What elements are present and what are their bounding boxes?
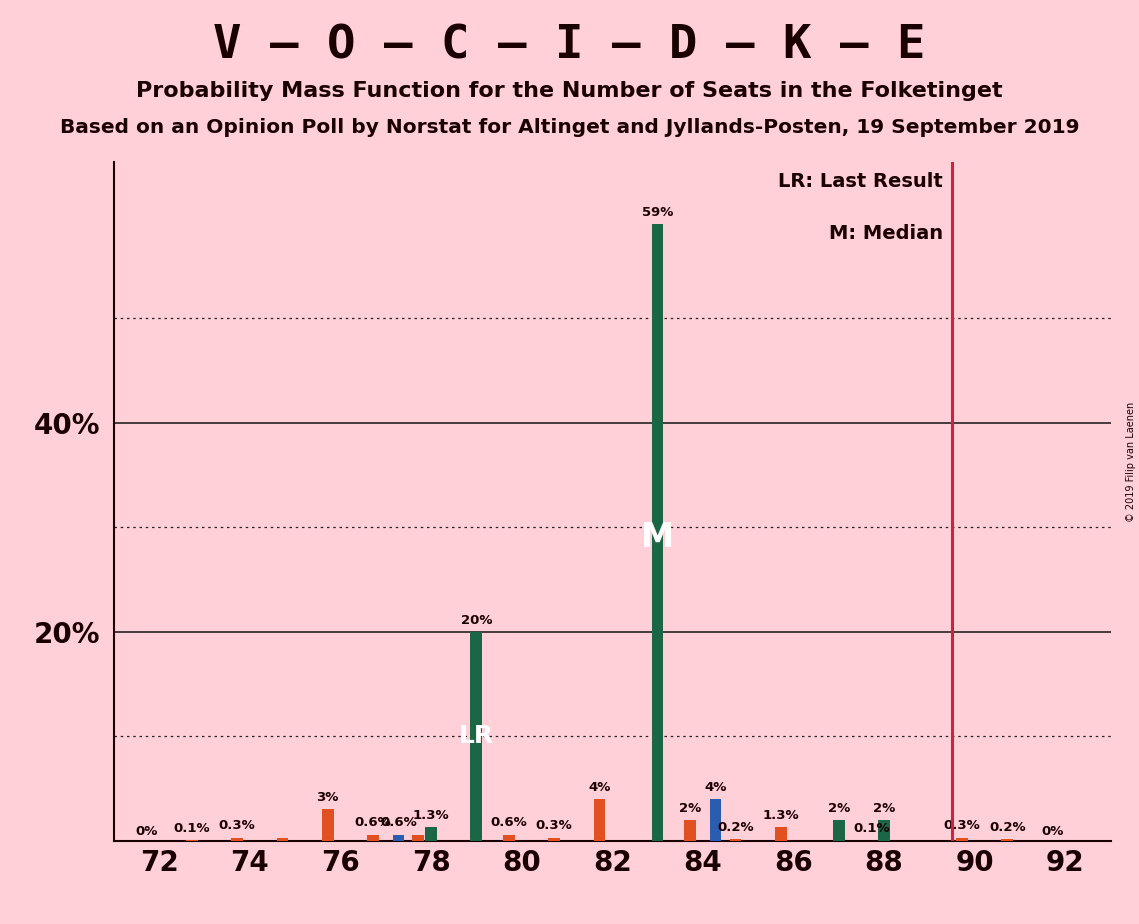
Text: 0.6%: 0.6% — [380, 816, 417, 830]
Text: 59%: 59% — [641, 206, 673, 219]
Text: 0.1%: 0.1% — [853, 821, 890, 834]
Text: 1.3%: 1.3% — [762, 809, 800, 822]
Text: 1.3%: 1.3% — [412, 809, 449, 822]
Text: 4%: 4% — [589, 781, 611, 794]
Text: 0.2%: 0.2% — [718, 821, 754, 833]
Bar — [833, 820, 844, 841]
Text: 2%: 2% — [828, 802, 850, 815]
Bar — [730, 839, 741, 841]
Text: © 2019 Filip van Laenen: © 2019 Filip van Laenen — [1125, 402, 1136, 522]
Text: 0.3%: 0.3% — [943, 820, 981, 833]
Text: 4%: 4% — [704, 781, 727, 794]
Bar — [470, 632, 482, 841]
Text: 0.1%: 0.1% — [173, 821, 210, 834]
Bar — [393, 834, 404, 841]
Text: 0.6%: 0.6% — [354, 816, 392, 830]
Text: M: M — [641, 521, 674, 554]
Bar — [878, 820, 890, 841]
Bar — [652, 225, 663, 841]
Text: V – O – C – I – D – K – E: V – O – C – I – D – K – E — [213, 23, 926, 68]
Bar — [593, 799, 605, 841]
Bar — [231, 838, 243, 841]
Text: LR: LR — [459, 724, 494, 748]
Text: Based on an Opinion Poll by Norstat for Altinget and Jyllands-Posten, 19 Septemb: Based on an Opinion Poll by Norstat for … — [59, 118, 1080, 138]
Text: 20%: 20% — [460, 614, 492, 626]
Bar — [412, 834, 424, 841]
Bar — [503, 834, 515, 841]
Bar — [956, 838, 968, 841]
Bar — [1001, 839, 1013, 841]
Text: 0.3%: 0.3% — [219, 820, 255, 833]
Text: 2%: 2% — [872, 802, 895, 815]
Bar — [548, 838, 560, 841]
Text: 3%: 3% — [317, 791, 339, 804]
Bar — [685, 820, 696, 841]
Bar — [186, 840, 198, 841]
Text: 0%: 0% — [1041, 825, 1064, 838]
Text: 0.6%: 0.6% — [491, 816, 527, 830]
Text: 0%: 0% — [136, 825, 157, 838]
Bar — [775, 827, 787, 841]
Bar — [425, 827, 437, 841]
Text: 0.3%: 0.3% — [535, 820, 573, 833]
Bar — [367, 834, 379, 841]
Text: LR: Last Result: LR: Last Result — [778, 172, 943, 191]
Text: 0.2%: 0.2% — [989, 821, 1025, 833]
Bar — [322, 809, 334, 841]
Bar — [277, 838, 288, 841]
Bar — [710, 799, 721, 841]
Text: M: Median: M: Median — [829, 225, 943, 243]
Text: Probability Mass Function for the Number of Seats in the Folketinget: Probability Mass Function for the Number… — [137, 81, 1002, 102]
Text: 2%: 2% — [679, 802, 702, 815]
